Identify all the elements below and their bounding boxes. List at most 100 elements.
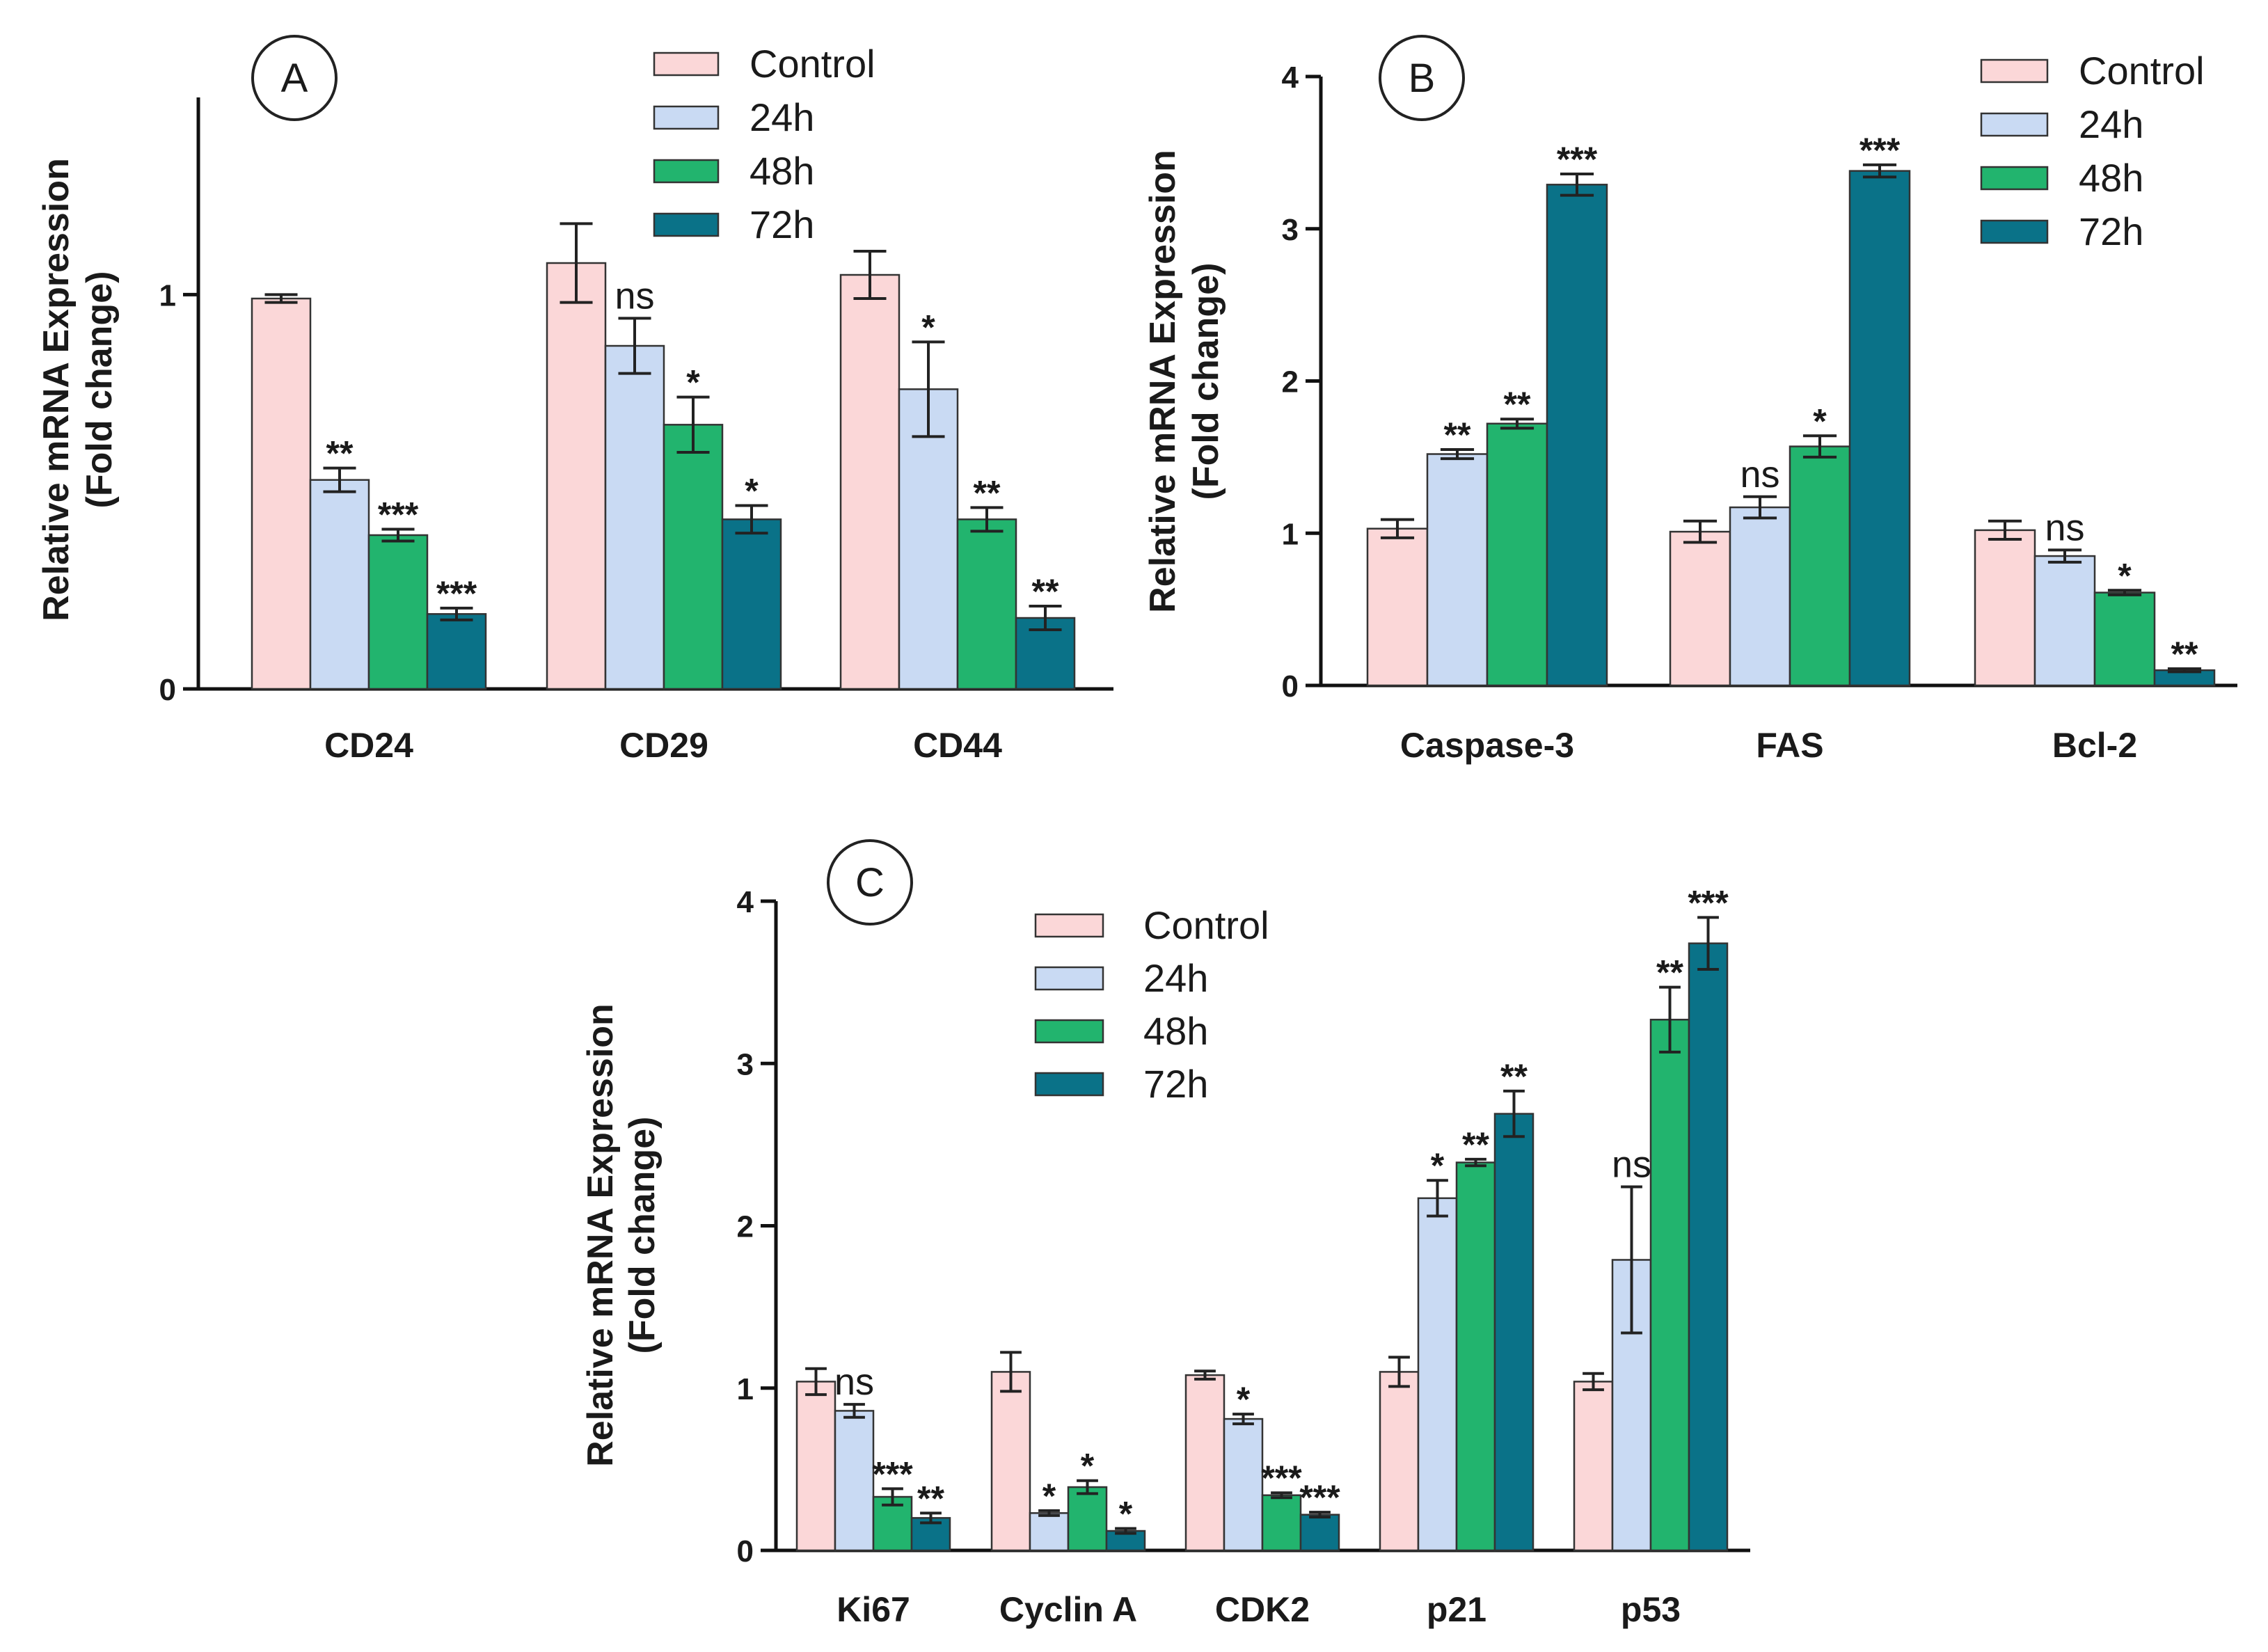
legend-swatch-a-72h xyxy=(653,212,720,237)
bar-b-72h xyxy=(1848,170,1911,687)
bar-c-control xyxy=(795,1381,836,1552)
y-tick-label-c: 4 xyxy=(737,885,754,919)
category-label-c: Ki67 xyxy=(836,1590,910,1629)
legend-label-a-72h: 72h xyxy=(750,202,814,246)
legend-swatch-b-control xyxy=(1980,58,2049,84)
bar-b-24h xyxy=(1426,453,1489,687)
significance-label-b: ns xyxy=(2045,507,2084,548)
significance-label-c: * xyxy=(1042,1477,1056,1516)
panel-circle-c xyxy=(827,839,913,926)
legend-swatch-b-48h xyxy=(1980,166,2049,191)
bar-b-control xyxy=(1669,530,1731,687)
y-tick-label-c: 0 xyxy=(737,1534,754,1568)
y-tick-label-b: 0 xyxy=(1282,669,1299,704)
y-tick-label-b: 4 xyxy=(1282,61,1299,95)
bar-c-24h xyxy=(1029,1512,1070,1552)
bar-b-48h xyxy=(2093,591,2156,687)
bar-c-control xyxy=(1379,1371,1420,1552)
bar-a-24h xyxy=(309,479,370,690)
legend-swatch-c-48h xyxy=(1034,1019,1104,1044)
significance-label-a: ** xyxy=(326,434,354,473)
y-tick-label-b: 2 xyxy=(1282,365,1299,399)
significance-label-b: *** xyxy=(1557,140,1598,179)
significance-label-a: ** xyxy=(974,473,1001,512)
y-axis-title-b: Relative mRNA Expression xyxy=(1143,150,1183,613)
category-label-c: p21 xyxy=(1427,1590,1486,1629)
significance-label-c: ** xyxy=(917,1479,944,1518)
significance-label-b: ** xyxy=(1444,415,1471,454)
significance-label-a: * xyxy=(921,308,935,347)
legend-swatch-b-72h xyxy=(1980,219,2049,244)
y-tick-label-b: 3 xyxy=(1282,213,1299,247)
significance-label-c: *** xyxy=(1299,1478,1340,1517)
legend-label-a-48h: 48h xyxy=(750,149,814,193)
significance-label-b: ** xyxy=(1504,385,1531,424)
panel-letter-c: C xyxy=(855,860,885,905)
category-label-b: Bcl-2 xyxy=(2052,726,2137,765)
y-tick-label-a: 1 xyxy=(159,278,176,312)
significance-label-c: ** xyxy=(1656,953,1683,992)
legend-swatch-a-control xyxy=(653,51,720,77)
legend-label-a-control: Control xyxy=(750,42,875,86)
category-label-c: CDK2 xyxy=(1215,1590,1310,1629)
panel-circle-b xyxy=(1379,35,1465,121)
legend-label-b-control: Control xyxy=(2079,49,2205,93)
y-tick-label-a: 0 xyxy=(159,673,176,707)
bar-c-control xyxy=(1573,1381,1614,1552)
bar-a-24h xyxy=(604,344,665,690)
category-label-b: Caspase-3 xyxy=(1400,726,1574,765)
legend-swatch-a-24h xyxy=(653,105,720,130)
y-axis-subtitle-b: (Fold change) xyxy=(1186,263,1226,500)
y-tick-label-c: 2 xyxy=(737,1210,754,1244)
legend-label-b-48h: 48h xyxy=(2079,156,2143,200)
bar-c-48h xyxy=(1455,1161,1496,1552)
y-tick-label-c: 1 xyxy=(737,1372,754,1406)
bar-c-48h xyxy=(1261,1494,1302,1552)
panel-a: 0 1 Relative mRNA Expression (Fold change) *… xyxy=(36,35,1113,765)
bar-c-24h xyxy=(1417,1197,1458,1552)
significance-label-a: ** xyxy=(1032,572,1059,611)
bar-b-control xyxy=(1974,529,2036,687)
significance-label-c: * xyxy=(1119,1495,1133,1534)
significance-label-c: ns xyxy=(834,1361,874,1403)
significance-label-c: *** xyxy=(1688,883,1729,922)
bar-b-24h xyxy=(1729,506,1791,687)
bar-a-72h xyxy=(721,518,782,690)
bar-a-24h xyxy=(898,388,959,690)
significance-label-c: ** xyxy=(1500,1057,1528,1096)
legend-label-b-24h: 24h xyxy=(2079,102,2143,146)
category-label-a: CD24 xyxy=(324,726,413,765)
legend-swatch-a-48h xyxy=(653,159,720,184)
bar-b-48h xyxy=(1789,445,1851,687)
bar-a-48h xyxy=(663,424,724,690)
y-tick-label-b: 1 xyxy=(1282,517,1299,551)
significance-label-c: ** xyxy=(1462,1125,1489,1164)
significance-label-c: *** xyxy=(872,1454,913,1493)
legend-label-c-72h: 72h xyxy=(1143,1062,1208,1106)
y-axis-title-c: Relative mRNA Expression xyxy=(580,1003,621,1467)
significance-label-c: *** xyxy=(1261,1459,1302,1498)
y-axis-subtitle-c: (Fold change) xyxy=(622,1117,663,1354)
bar-c-72h xyxy=(1493,1113,1535,1552)
significance-label-c: ns xyxy=(1612,1144,1651,1186)
panel-letter-a: A xyxy=(281,56,308,101)
legend-swatch-c-control xyxy=(1034,913,1104,938)
legend-label-c-48h: 48h xyxy=(1143,1009,1208,1053)
bar-c-48h xyxy=(1067,1486,1108,1552)
y-axis-subtitle-a: (Fold change) xyxy=(79,271,120,509)
bar-b-24h xyxy=(2033,555,2096,687)
bar-a-72h xyxy=(426,613,487,690)
bar-b-48h xyxy=(1486,422,1548,687)
significance-label-c: * xyxy=(1237,1380,1251,1419)
bar-b-control xyxy=(1366,527,1429,687)
significance-label-a: *** xyxy=(436,574,477,613)
bar-c-72h xyxy=(1688,942,1729,1552)
panel-letter-b: B xyxy=(1409,56,1436,101)
legend-swatch-c-24h xyxy=(1034,966,1104,991)
significance-label-c: * xyxy=(1431,1146,1445,1185)
significance-label-a: * xyxy=(745,472,759,511)
significance-label-a: ns xyxy=(614,275,654,317)
bar-a-48h xyxy=(367,534,429,690)
bar-b-72h xyxy=(1546,184,1608,687)
